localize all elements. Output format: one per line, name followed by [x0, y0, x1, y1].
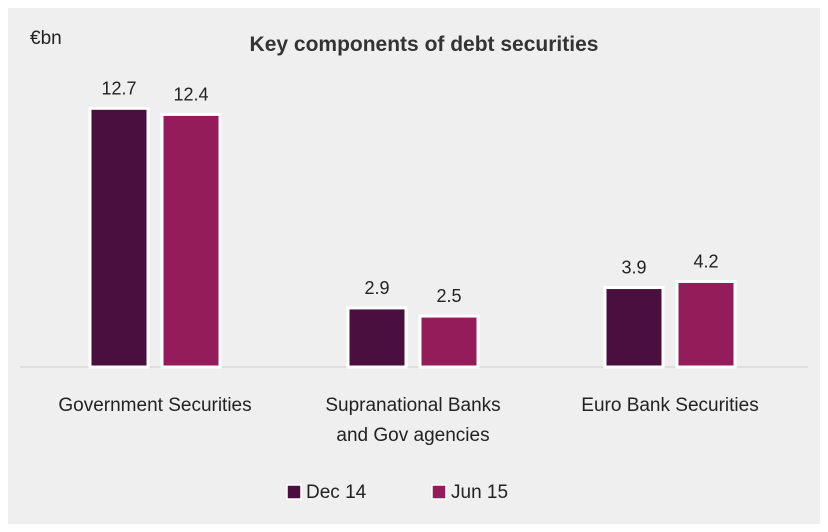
legend-swatch	[432, 485, 446, 499]
data-label: 2.5	[436, 286, 461, 306]
category-label: Government Securities	[58, 395, 251, 416]
data-label: 12.4	[173, 84, 208, 104]
data-label: 12.7	[101, 78, 136, 98]
bar-dec14-1	[348, 308, 406, 367]
category-label: and Gov agencies	[336, 425, 489, 446]
data-label: 2.9	[364, 278, 389, 298]
data-label: 4.2	[693, 251, 718, 271]
bar-jun15-2	[677, 281, 735, 367]
category-label: Euro Bank Securities	[581, 395, 758, 416]
bar-jun15-1	[420, 316, 478, 367]
legend-swatch	[287, 485, 301, 499]
chart-title: Key components of debt securities	[250, 33, 599, 56]
bar-jun15-0	[162, 114, 220, 367]
bar-dec14-2	[605, 288, 663, 367]
bar-dec14-0	[90, 108, 148, 367]
legend-label: Jun 15	[451, 482, 508, 503]
category-label: Supranational Banks	[325, 395, 500, 416]
data-label: 3.9	[621, 258, 646, 278]
unit-label: €bn	[30, 28, 62, 49]
legend-label: Dec 14	[306, 482, 367, 503]
